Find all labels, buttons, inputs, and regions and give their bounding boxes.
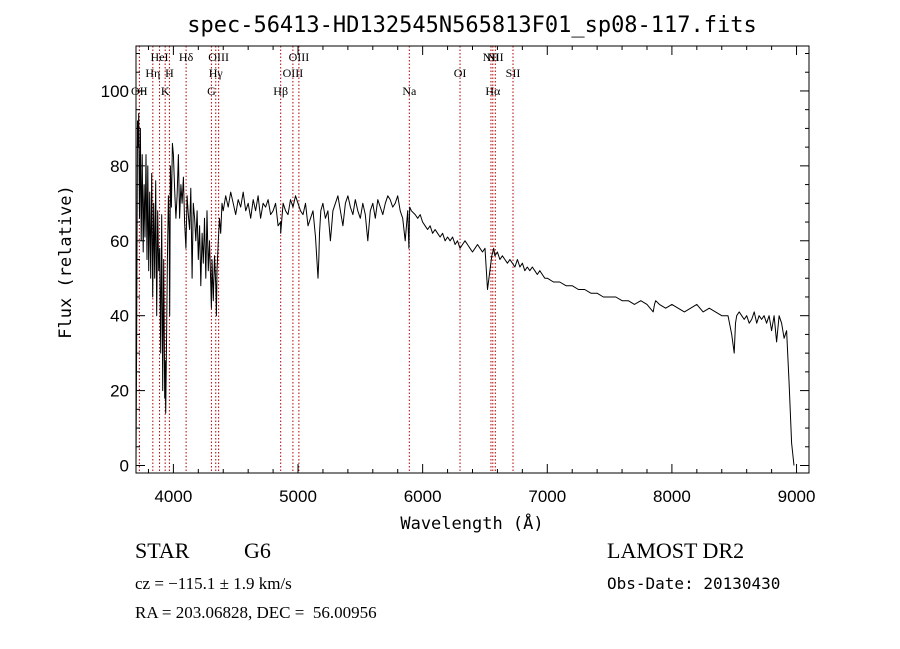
x-tick-label: 5000 — [279, 487, 317, 506]
line-label: Hδ — [179, 50, 194, 64]
y-tick-label: 0 — [120, 457, 129, 476]
x-axis-label: Wavelength (Å) — [400, 512, 543, 534]
line-label: Hβ — [273, 84, 288, 98]
line-label: Hα — [485, 84, 501, 98]
survey-name: LAMOST DR2 — [607, 538, 745, 563]
redshift-value: cz = −115.1 ± 1.9 km/s — [135, 574, 292, 593]
line-label: G — [207, 84, 216, 98]
x-axis-ticks: 4000 5000 6000 7000 8000 9000 — [147, 46, 816, 506]
x-tick-label: 6000 — [404, 487, 442, 506]
chart-title: spec-56413-HD132545N565813F01_sp08-117.f… — [187, 13, 757, 38]
line-label: OIII — [289, 50, 310, 64]
y-tick-label: 40 — [110, 307, 129, 326]
line-label: H — [165, 66, 174, 80]
line-label: OIII — [283, 66, 304, 80]
object-class: STAR — [135, 538, 190, 563]
line-label: SII — [506, 66, 521, 80]
y-axis-label: Flux (relative) — [56, 185, 76, 339]
y-tick-label: 100 — [101, 82, 129, 101]
y-tick-label: 60 — [110, 232, 129, 251]
plot-frame — [135, 45, 810, 474]
emission-line-labels: OIIHηHeIKHHδGHγOIIIHβOIIIOIIINaOINIIHαNI… — [131, 50, 520, 98]
x-tick-label: 7000 — [528, 487, 566, 506]
line-label: Hγ — [209, 66, 224, 80]
line-label: NII — [487, 50, 504, 64]
x-tick-label: 9000 — [778, 487, 816, 506]
observation-date: Obs-Date: 20130430 — [607, 574, 781, 593]
line-label: Hη — [145, 66, 160, 80]
line-label: NII — [483, 50, 500, 64]
emission-line-markers — [138, 46, 514, 473]
spectrum-line — [135, 112, 795, 466]
x-tick-label: 8000 — [653, 487, 691, 506]
y-tick-label: 80 — [110, 157, 129, 176]
object-subclass: G6 — [244, 538, 271, 563]
line-label: OI — [454, 66, 467, 80]
line-label: OIII — [208, 50, 229, 64]
sky-coordinates: RA = 203.06828, DEC = 56.00956 — [135, 603, 377, 622]
x-tick-label: 4000 — [154, 487, 192, 506]
y-tick-label: 20 — [110, 382, 129, 401]
line-label: K — [161, 84, 170, 98]
line-label: Na — [402, 84, 417, 98]
line-label: HeI — [151, 50, 169, 64]
y-axis-ticks: 0 20 40 60 80 100 — [101, 52, 809, 476]
